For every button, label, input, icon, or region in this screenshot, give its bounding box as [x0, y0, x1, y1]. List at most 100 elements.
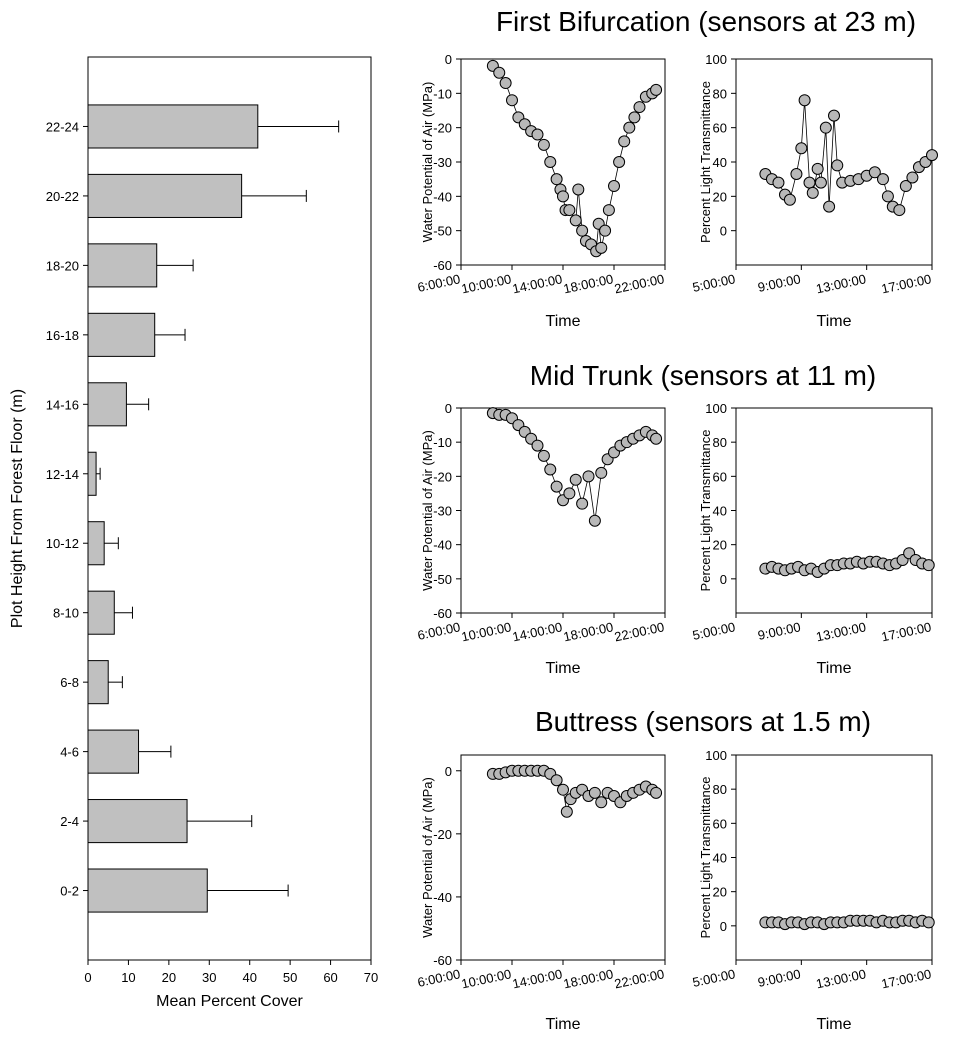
bar-22-24 — [87, 104, 259, 149]
buttress-light-x-tick-label-17:00:00: 17:00:00 — [880, 966, 933, 991]
buttress-light-y-axis-label: Percent Light Transmittance — [698, 777, 713, 939]
bar-2-4 — [87, 799, 188, 844]
y-tick-label-18-20: 18-20 — [46, 258, 79, 273]
buttress-water-x-tick-label-22:00:00: 22:00:00 — [613, 966, 666, 991]
bifurcation-water-y-tick-label--50: -50 — [433, 224, 452, 239]
bifurcation-light-x-tick-label-17:00:00: 17:00:00 — [880, 271, 933, 296]
bifurcation-water-y-tick-label-0: 0 — [445, 52, 452, 67]
midtrunk-light-frame — [735, 407, 933, 614]
bifurcation-light-y-axis-label: Percent Light Transmittance — [698, 81, 713, 243]
buttress-water-y-axis-label: Water Potential of Air (MPa) — [420, 777, 435, 938]
bar-0-2 — [87, 868, 208, 913]
midtrunk-water-point-8 — [537, 449, 550, 462]
midtrunk-light-y-tick-label-40: 40 — [713, 504, 727, 519]
midtrunk-light-x-tick-label-17:00:00: 17:00:00 — [880, 619, 933, 644]
bifurcation-water-point-9 — [544, 156, 557, 168]
bifurcation-light-point-10 — [811, 162, 824, 175]
buttress-water-x-tick-label-6:00:00: 6:00:00 — [416, 966, 462, 990]
section-title-first-bifurcation: First Bifurcation (sensors at 23 m) — [496, 6, 916, 37]
bifurcation-light-x-tick-label-13:00:00: 13:00:00 — [815, 271, 868, 296]
x-tick-label-30: 30 — [202, 970, 216, 985]
midtrunk-light-y-tick-label-100: 100 — [705, 401, 727, 416]
bar-x-axis-label: Mean Percent Cover — [156, 993, 303, 1010]
bar-6-8 — [87, 660, 109, 705]
buttress-water-point-12 — [560, 805, 573, 818]
bifurcation-light-point-26 — [906, 171, 919, 184]
bifurcation-light-point-29 — [926, 149, 938, 162]
buttress-light-point-25 — [922, 916, 935, 929]
x-tick-label-10: 10 — [121, 970, 135, 985]
x-tick-label-40: 40 — [242, 970, 256, 985]
bifurcation-light-point-14 — [828, 109, 840, 122]
midtrunk-light-x-tick-label-13:00:00: 13:00:00 — [815, 619, 868, 644]
bifurcation-water-point-29 — [628, 111, 641, 124]
y-tick-label-2-4: 2-4 — [60, 814, 79, 829]
bifurcation-light-point-8 — [803, 176, 816, 189]
midtrunk-water-point-15 — [582, 470, 595, 483]
bar-8-10 — [87, 590, 115, 635]
y-tick-label-10-12: 10-12 — [46, 536, 79, 551]
midtrunk-water-y-tick-label--40: -40 — [433, 538, 452, 553]
bifurcation-water-point-26 — [613, 156, 626, 168]
bifurcation-light-point-22 — [881, 190, 894, 203]
y-tick-label-6-8: 6-8 — [60, 675, 79, 690]
bifurcation-light-point-15 — [831, 159, 844, 172]
bifurcation-water-x-tick-label-6:00:00: 6:00:00 — [416, 271, 462, 295]
bifurcation-water-point-10 — [550, 173, 563, 186]
bifurcation-water-x-tick-label-14:00:00: 14:00:00 — [511, 271, 564, 296]
bifurcation-water-point-3 — [506, 94, 518, 107]
bifurcation-water-y-tick-label--20: -20 — [433, 121, 452, 136]
bifurcation-water-point-17 — [576, 224, 589, 237]
midtrunk-water-y-axis-label: Water Potential of Air (MPa) — [420, 430, 435, 591]
bifurcation-water-y-tick-label--40: -40 — [433, 189, 452, 204]
y-tick-label-4-6: 4-6 — [60, 745, 79, 760]
midtrunk-water-x-axis-label: Time — [546, 660, 581, 677]
midtrunk-light-y-tick-label-60: 60 — [713, 469, 727, 484]
bar-18-20 — [87, 243, 158, 288]
midtrunk-light-x-tick-label-9:00:00: 9:00:00 — [756, 619, 802, 643]
midtrunk-water-point-10 — [550, 480, 563, 493]
bifurcation-water-point-15 — [569, 214, 582, 227]
bar-plot-frame — [87, 56, 372, 961]
buttress-light-y-tick-label-40: 40 — [713, 851, 727, 866]
buttress-water-y-tick-label--40: -40 — [433, 890, 452, 905]
bifurcation-water-point-33 — [650, 83, 663, 96]
buttress-water-point-17 — [588, 786, 601, 799]
bifurcation-light-point-6 — [795, 142, 808, 155]
midtrunk-water-x-tick-label-18:00:00: 18:00:00 — [562, 619, 615, 644]
buttress-light-y-tick-label-20: 20 — [713, 885, 727, 900]
bifurcation-light-point-4 — [783, 193, 796, 206]
midtrunk-light-y-axis-label: Percent Light Transmittance — [698, 430, 713, 592]
bar-10-12 — [87, 521, 105, 566]
x-tick-label-70: 70 — [364, 970, 378, 985]
bifurcation-light-point-21 — [877, 173, 889, 186]
bifurcation-light-point-2 — [772, 176, 785, 189]
midtrunk-water-y-tick-label--30: -30 — [433, 504, 452, 519]
x-tick-label-20: 20 — [162, 970, 176, 985]
buttress-water-y-tick-label-0: 0 — [445, 764, 452, 779]
buttress-light-x-tick-label-13:00:00: 13:00:00 — [815, 966, 868, 991]
midtrunk-light-y-tick-label-20: 20 — [713, 538, 727, 553]
buttress-water-point-18 — [595, 796, 608, 809]
buttress-water-point-10 — [550, 774, 563, 787]
bifurcation-water-x-tick-label-22:00:00: 22:00:00 — [613, 271, 666, 296]
bifurcation-light-point-5 — [790, 168, 803, 181]
buttress-light-x-tick-label-9:00:00: 9:00:00 — [756, 966, 802, 990]
bifurcation-water-point-30 — [633, 101, 646, 114]
bar-14-16 — [87, 382, 127, 427]
bifurcation-light-y-tick-label-20: 20 — [713, 189, 727, 204]
buttress-light-y-tick-label-60: 60 — [713, 816, 727, 831]
bifurcation-light-x-axis-label: Time — [817, 313, 852, 330]
midtrunk-light-point-25 — [922, 559, 935, 572]
bifurcation-light-y-tick-label-40: 40 — [713, 155, 727, 170]
buttress-light-y-tick-label-100: 100 — [705, 748, 727, 763]
buttress-water-x-axis-label: Time — [546, 1016, 581, 1033]
midtrunk-water-x-tick-label-14:00:00: 14:00:00 — [511, 619, 564, 644]
buttress-water-x-tick-label-14:00:00: 14:00:00 — [511, 966, 564, 991]
bifurcation-light-y-tick-label-100: 100 — [705, 52, 727, 67]
buttress-light-x-axis-label: Time — [817, 1016, 852, 1033]
bifurcation-water-point-16 — [572, 183, 585, 196]
midtrunk-water-y-tick-label--10: -10 — [433, 435, 452, 450]
x-tick-label-60: 60 — [323, 970, 337, 985]
bar-4-6 — [87, 729, 140, 774]
